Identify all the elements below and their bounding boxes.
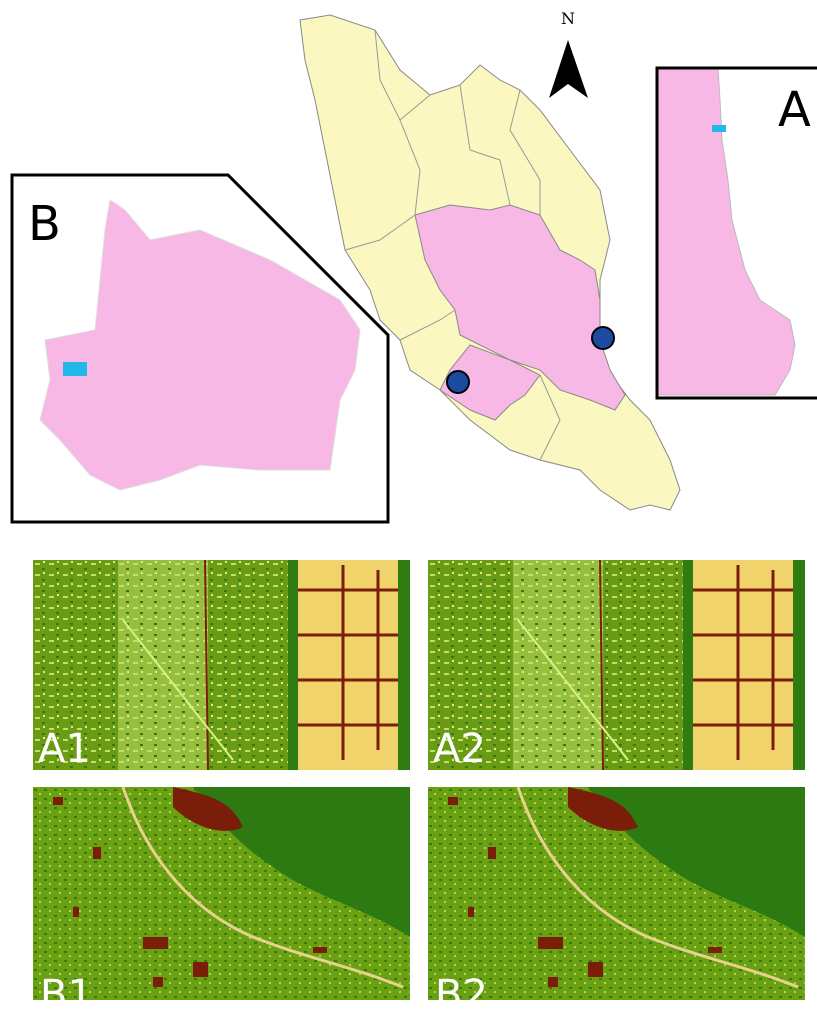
site-marker [447,371,469,393]
panel-a2-label: A2 [433,726,486,772]
inset-a-label: A [778,82,811,138]
main-map [300,15,680,510]
site-box [712,125,726,132]
north-arrow [549,40,588,98]
panel-b2-label: B2 [435,972,488,1015]
panel-b1-image [33,787,410,1000]
site-box [63,362,87,376]
inset-b-label: B [28,196,61,252]
panel-b2-image [428,787,805,1000]
north-label: N [561,9,575,28]
page: N A B A1 A2 B1 B2 (() => { const data = … [0,0,817,1015]
inset-a: A [657,68,817,398]
figure: N A B A1 A2 B1 B2 [0,0,817,1015]
site-marker [592,327,614,349]
panel-b1-label: B1 [40,972,93,1015]
inset-b-land [40,200,360,490]
inset-a-land [657,68,795,395]
panel-a1-label: A1 [38,726,91,772]
inset-b: B [12,175,388,522]
